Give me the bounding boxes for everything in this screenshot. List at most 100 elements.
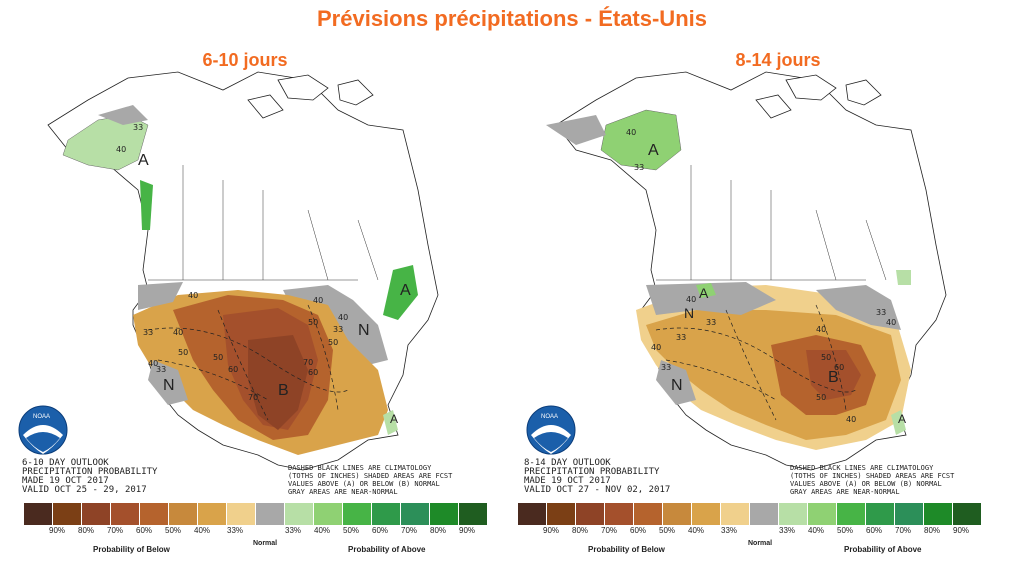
legend-swatch (314, 503, 343, 525)
legend-pct: 33% (285, 526, 302, 535)
contour-label: 33 (876, 308, 886, 317)
northeast-above-area (896, 270, 911, 285)
legend-pct: 60% (866, 526, 883, 535)
info-line: PRECIPITATION PROBABILITY (524, 467, 660, 477)
contour-label: 33 (133, 123, 143, 132)
newengland-above-area (383, 265, 418, 320)
outlook-map-6-10: A A N B N A 33 40 40 50 40 33 40 50 60 7… (8, 70, 496, 560)
note-line: GRAY AREAS ARE NEAR-NORMAL (288, 488, 398, 496)
legend-pct: 90% (953, 526, 970, 535)
info-line: VALID OCT 25 - 29, 2017 (22, 485, 147, 495)
panel-8-14-subtitle: 8-14 jours (735, 50, 821, 70)
legend-swatch (343, 503, 372, 525)
legend-swatch (53, 503, 82, 525)
legend-swatch (634, 503, 663, 525)
legend-pct: 33% (227, 526, 244, 535)
contour-label: 40 (116, 145, 126, 154)
svg-text:NOAA: NOAA (33, 414, 50, 420)
alaska-above-area (600, 109, 682, 171)
legend-swatch (198, 503, 227, 525)
contour-labels: 40 33 40 33 40 33 40 50 60 50 40 33 40 3… (626, 128, 896, 424)
contour-label: 40 (651, 343, 661, 352)
legend-swatch (518, 503, 547, 525)
legend-swatch (779, 503, 808, 525)
alaska-gray-area (98, 105, 148, 125)
info-line: PRECIPITATION PROBABILITY (22, 467, 158, 477)
note-line: (TOTHS OF INCHES) SHADED AREAS ARE FCST (790, 472, 955, 480)
legend-above-caption: Probability of Above (348, 545, 426, 554)
legend-pct: 50% (343, 526, 360, 535)
contour-label: 50 (308, 318, 318, 327)
panel-6-10-subtitle: 6-10 jours (202, 50, 288, 70)
info-line: 8-14 DAY OUTLOOK (524, 458, 611, 468)
noaa-logo: NOAA (18, 405, 68, 455)
us-below-60-area (806, 350, 861, 400)
note-line: DASHED BLACK LINES ARE CLIMATOLOGY (790, 464, 934, 472)
legend-pct: 40% (808, 526, 825, 535)
legend-pct: 50% (659, 526, 676, 535)
contour-label: 50 (178, 348, 188, 357)
color-legend (24, 503, 488, 525)
contour-label: 50 (816, 393, 826, 402)
legend-swatch (837, 503, 866, 525)
legend-normal-caption: Normal (253, 540, 278, 547)
contour-label: 40 (686, 295, 696, 304)
legend-swatch (430, 503, 459, 525)
category-letter: N (358, 322, 370, 339)
contour-label: 70 (303, 358, 313, 367)
contour-label: 33 (333, 325, 343, 334)
north-gray-area (646, 282, 776, 315)
legend-percent-row: 90% 80% 70% 60% 50% 40% 33% 33% 40% 50% … (24, 526, 499, 538)
legend-swatch (924, 503, 953, 525)
contour-label: 60 (228, 365, 238, 374)
arctic-islands (755, 74, 882, 119)
info-line: 6-10 DAY OUTLOOK (22, 458, 109, 468)
legend-swatch (750, 503, 779, 525)
category-letter: A (699, 285, 709, 301)
contour-label: 40 (816, 325, 826, 334)
us-below-70-area (248, 335, 308, 430)
legend-swatch (663, 503, 692, 525)
legend-swatch (576, 503, 605, 525)
contour-label: 33 (143, 328, 153, 337)
legend-swatch (227, 503, 256, 525)
legend-pct: 50% (165, 526, 182, 535)
legend-below-caption: Probability of Below (93, 545, 170, 554)
legend-swatch (169, 503, 198, 525)
west-gray-area (138, 282, 183, 310)
legend-pct: 40% (688, 526, 705, 535)
southeast-above-area (891, 410, 906, 435)
note-line: VALUES ABOVE (A) OR BELOW (B) NORMAL (790, 480, 942, 488)
contour-label: 33 (156, 365, 166, 374)
legend-pct: 70% (895, 526, 912, 535)
category-letter: A (898, 412, 906, 426)
contour-label: 40 (313, 296, 323, 305)
category-letter: N (671, 377, 683, 394)
legend-swatch (692, 503, 721, 525)
legend-pct: 33% (779, 526, 796, 535)
contour-label: 40 (626, 128, 636, 137)
legend-below-caption: Probability of Below (588, 545, 665, 554)
category-letter: B (278, 382, 289, 399)
legend-pct: 60% (630, 526, 647, 535)
legend-pct: 80% (430, 526, 447, 535)
legend-swatch (285, 503, 314, 525)
outlook-map-8-14: A A N B N A 40 33 40 33 40 33 40 50 60 5… (516, 70, 1004, 560)
category-letter: N (163, 377, 175, 394)
info-line: MADE 19 OCT 2017 (524, 476, 611, 486)
contour-label: 50 (328, 338, 338, 347)
contour-label: 33 (706, 318, 716, 327)
legend-swatch (401, 503, 430, 525)
contour-label: 40 (148, 359, 158, 368)
legend-swatch (721, 503, 750, 525)
legend-pct: 80% (924, 526, 941, 535)
legend-swatch (547, 503, 576, 525)
legend-swatch (953, 503, 982, 525)
north-above-area (696, 283, 716, 298)
contour-label: 40 (173, 328, 183, 337)
contour-labels: 33 40 40 50 40 33 40 50 60 70 50 40 33 6… (116, 123, 348, 402)
northeast-gray-area (816, 285, 901, 330)
southwest-gray-area (656, 360, 696, 405)
legend-swatch (256, 503, 285, 525)
legend-pct: 70% (401, 526, 418, 535)
